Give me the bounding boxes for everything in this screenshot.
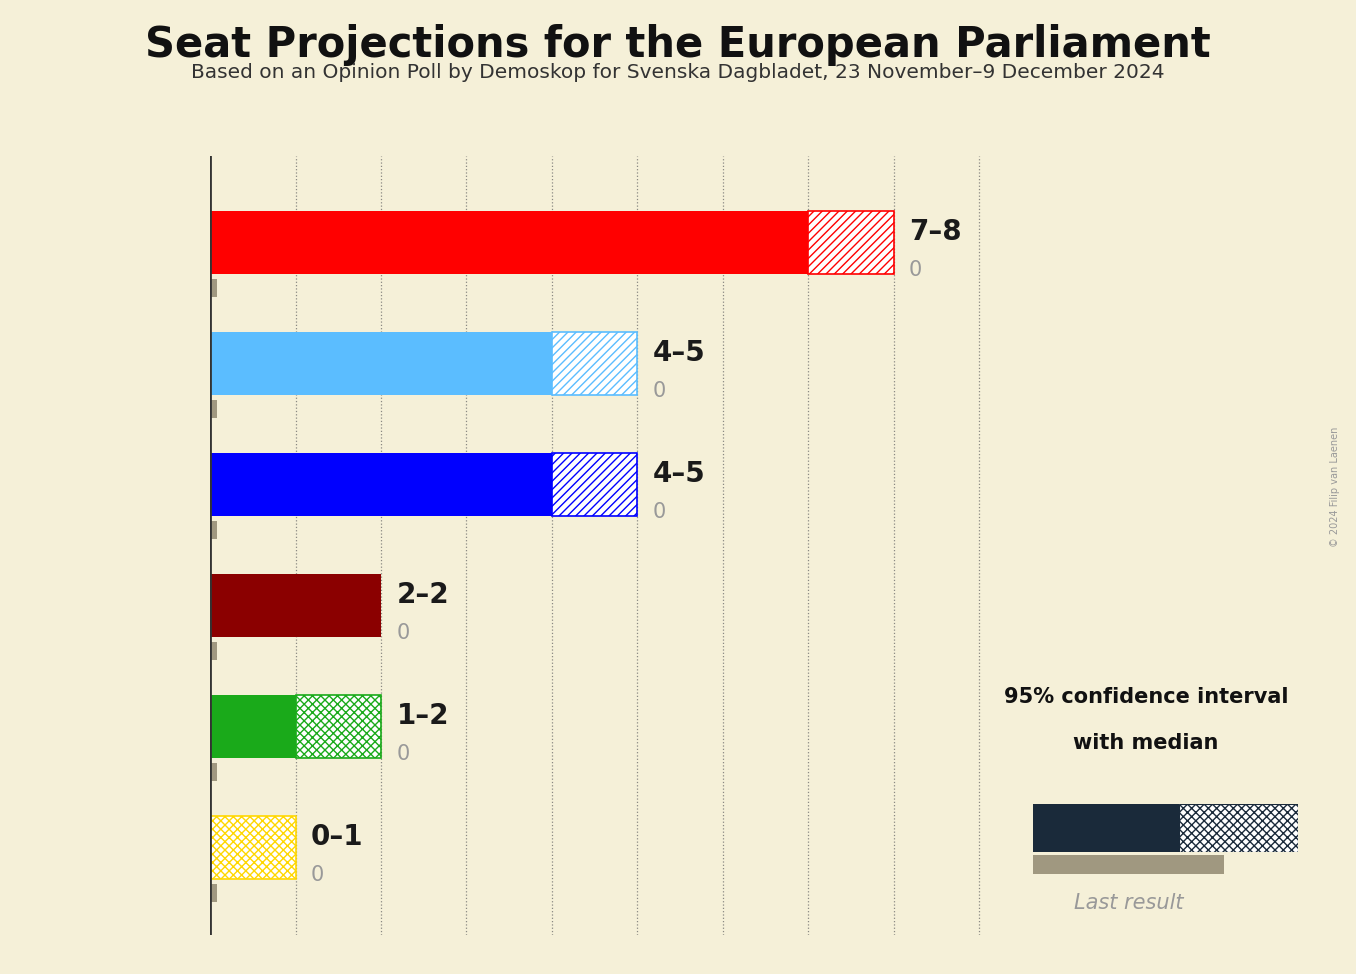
Bar: [552, 332, 637, 395]
Text: 0: 0: [396, 743, 410, 764]
Bar: [210, 816, 296, 880]
Bar: [210, 454, 552, 516]
Bar: [210, 332, 552, 395]
Text: with median: with median: [1073, 733, 1219, 754]
Bar: [210, 884, 217, 902]
Bar: [296, 695, 381, 759]
Text: Based on an Opinion Poll by Demoskop for Svenska Dagbladet, 23 November–9 Decemb: Based on an Opinion Poll by Demoskop for…: [191, 63, 1165, 83]
Text: 0: 0: [909, 260, 922, 280]
Bar: [210, 575, 381, 637]
Text: 4–5: 4–5: [652, 339, 705, 367]
Text: 0: 0: [652, 381, 666, 400]
Text: 0: 0: [652, 502, 666, 521]
Text: 2–2: 2–2: [396, 581, 449, 609]
Bar: [210, 521, 217, 540]
Bar: [210, 695, 296, 759]
Bar: [552, 454, 637, 516]
Bar: [210, 642, 217, 660]
Text: © 2024 Filip van Laenen: © 2024 Filip van Laenen: [1330, 427, 1340, 547]
Bar: [210, 400, 217, 419]
Bar: [210, 280, 217, 297]
Text: 0: 0: [396, 622, 410, 643]
Text: 1–2: 1–2: [396, 702, 449, 730]
Text: 0–1: 0–1: [311, 823, 363, 851]
Text: 7–8: 7–8: [909, 218, 961, 246]
Text: 4–5: 4–5: [652, 460, 705, 488]
Text: Seat Projections for the European Parliament: Seat Projections for the European Parlia…: [145, 24, 1211, 66]
Bar: [210, 764, 217, 781]
Bar: [210, 211, 808, 275]
Text: Last result: Last result: [1074, 893, 1184, 914]
Bar: [808, 211, 894, 275]
Text: 95% confidence interval: 95% confidence interval: [1003, 687, 1288, 707]
Text: 0: 0: [311, 865, 324, 884]
